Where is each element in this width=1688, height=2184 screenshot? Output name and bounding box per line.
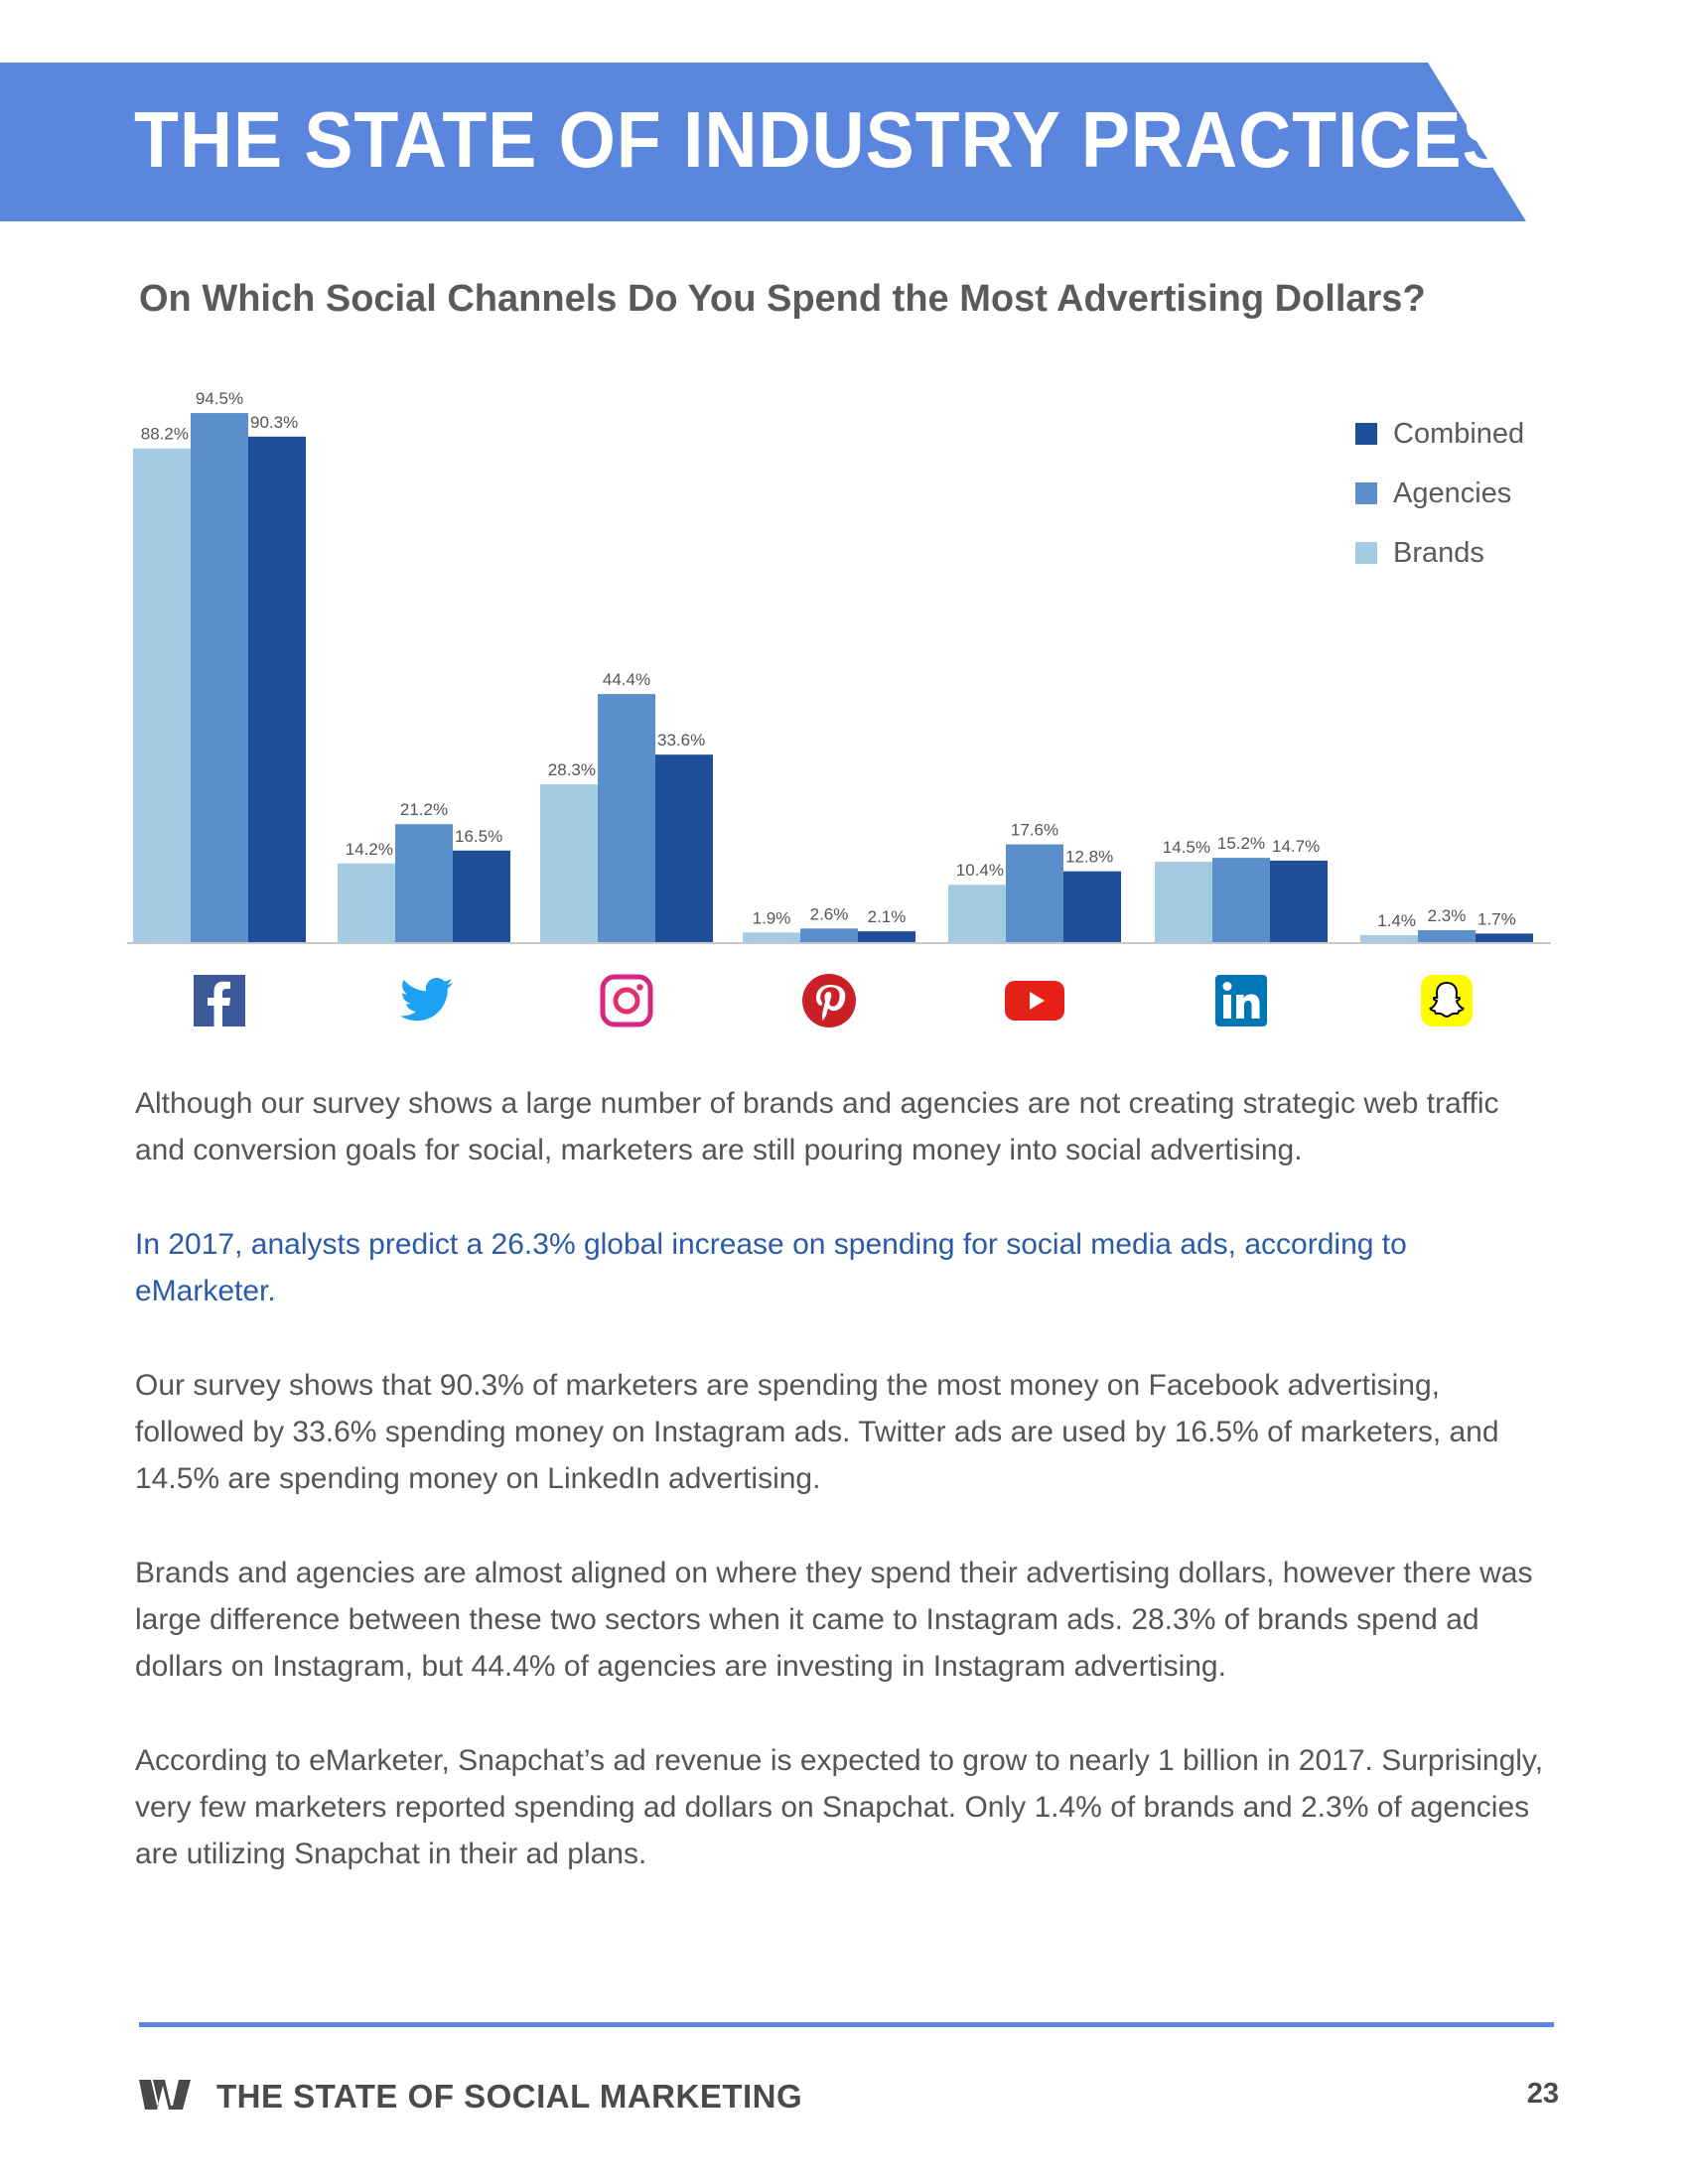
legend-label: Agencies	[1393, 477, 1512, 509]
data-label: 90.3%	[250, 413, 298, 432]
legend-swatch	[1355, 482, 1377, 504]
banner-background	[0, 63, 1526, 221]
legend-item-agencies: Agencies	[1355, 464, 1524, 523]
paragraph-snapchat: According to eMarketer, Snapchat’s ad re…	[135, 1744, 1544, 1870]
data-label: 12.8%	[1065, 848, 1113, 867]
bar-combined-facebook	[248, 436, 306, 943]
data-label: 94.5%	[196, 389, 243, 408]
twitter-icon	[399, 978, 453, 1022]
data-label: 17.6%	[1011, 821, 1058, 840]
page-title: THE STATE OF INDUSTRY PRACTICES	[134, 95, 1512, 184]
bar-combined-youtube	[1063, 871, 1121, 943]
paragraph-highlight: In 2017, analysts predict a 26.3% global…	[135, 1228, 1407, 1307]
youtube-icon	[1005, 981, 1064, 1021]
bar-brands-facebook	[133, 448, 191, 943]
data-label: 16.5%	[455, 827, 502, 846]
data-label: 14.7%	[1272, 837, 1320, 856]
footer-divider	[139, 2022, 1554, 2027]
chart-legend: Combined Agencies Brands	[1355, 404, 1524, 583]
bar-agencies-facebook	[191, 413, 248, 943]
data-label: 14.2%	[346, 840, 393, 859]
pinterest-icon	[802, 974, 856, 1027]
chart-title: On Which Social Channels Do You Spend th…	[139, 278, 1426, 320]
bar-combined-pinterest	[858, 931, 915, 943]
paragraph-intro: Although our survey shows a large number…	[135, 1087, 1499, 1166]
instagram-icon	[600, 974, 653, 1027]
data-label: 2.3%	[1428, 906, 1467, 925]
bar-combined-instagram	[655, 754, 713, 943]
bar-combined-twitter	[453, 850, 510, 943]
snapchat-icon	[1421, 975, 1473, 1026]
linkedin-icon	[1215, 975, 1267, 1026]
data-label: 10.4%	[956, 861, 1004, 880]
paragraph-survey: Our survey shows that 90.3% of marketers…	[135, 1369, 1499, 1495]
bar-agencies-snapchat	[1418, 930, 1476, 943]
bar-agencies-instagram	[598, 694, 655, 943]
bar-brands-linkedin	[1155, 862, 1212, 943]
bar-brands-instagram	[540, 784, 598, 943]
bar-brands-twitter	[338, 863, 395, 943]
data-label: 15.2%	[1217, 834, 1265, 853]
data-label: 14.5%	[1163, 838, 1210, 857]
bar-brands-youtube	[948, 885, 1006, 943]
data-label: 88.2%	[141, 425, 189, 444]
data-label: 2.6%	[810, 904, 849, 923]
body-text: Although our survey shows a large number…	[135, 1080, 1555, 1925]
footer-title: THE STATE OF SOCIAL MARKETING	[216, 2078, 803, 2115]
legend-swatch	[1355, 542, 1377, 564]
legend-item-combined: Combined	[1355, 404, 1524, 464]
data-label: 33.6%	[657, 731, 705, 750]
bar-agencies-pinterest	[800, 928, 858, 943]
data-label: 1.9%	[753, 908, 791, 927]
bar-brands-pinterest	[743, 932, 800, 943]
legend-item-brands: Brands	[1355, 523, 1524, 583]
legend-swatch	[1355, 423, 1377, 445]
bar-combined-snapchat	[1476, 933, 1533, 943]
data-label: 1.4%	[1377, 911, 1416, 930]
bar-brands-snapchat	[1360, 935, 1418, 943]
data-label: 21.2%	[400, 800, 448, 819]
data-label: 1.7%	[1477, 909, 1516, 928]
bar-agencies-linkedin	[1212, 858, 1270, 943]
page-number: 23	[1526, 2078, 1559, 2110]
data-label: 28.3%	[548, 760, 596, 779]
sm-logo-icon	[139, 2078, 195, 2116]
legend-label: Combined	[1393, 417, 1525, 450]
bar-combined-linkedin	[1270, 860, 1328, 943]
header-banner: THE STATE OF INDUSTRY PRACTICES	[0, 63, 1688, 221]
data-label: 44.4%	[603, 670, 650, 689]
data-label: 2.1%	[868, 907, 907, 926]
facebook-icon	[194, 975, 245, 1026]
bar-chart: 88.2% 14.2% 28.3% 1.9% 10.4% 14.5% 1.4% 94.5% 21…	[127, 389, 1551, 1027]
bar-agencies-youtube	[1006, 844, 1063, 943]
legend-label: Brands	[1393, 536, 1484, 569]
paragraph-brands-agencies: Brands and agencies are almost aligned o…	[135, 1557, 1533, 1683]
bar-agencies-twitter	[395, 824, 453, 943]
